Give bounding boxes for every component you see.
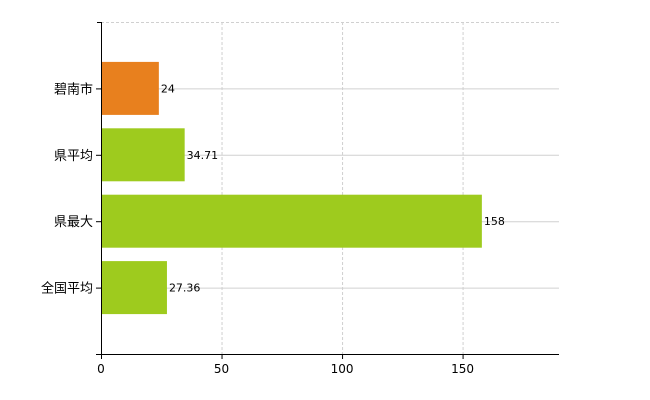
data-label: 27.36 (169, 282, 201, 295)
data-label: 34.71 (187, 149, 219, 162)
x-tick-label: 100 (331, 362, 354, 376)
bar (101, 261, 167, 315)
category-label: 全国平均 (41, 281, 93, 297)
x-tick-label: 50 (214, 362, 229, 376)
category-label: 県最大 (54, 215, 93, 230)
bar (101, 128, 185, 182)
bar (101, 194, 482, 248)
category-label: 碧南市 (54, 81, 93, 97)
x-tick-label: 150 (451, 362, 474, 376)
data-label: 24 (161, 82, 175, 95)
category-label: 県平均 (54, 149, 93, 164)
bar (101, 61, 159, 115)
data-label: 158 (484, 215, 505, 228)
x-tick-label: 0 (97, 362, 105, 376)
